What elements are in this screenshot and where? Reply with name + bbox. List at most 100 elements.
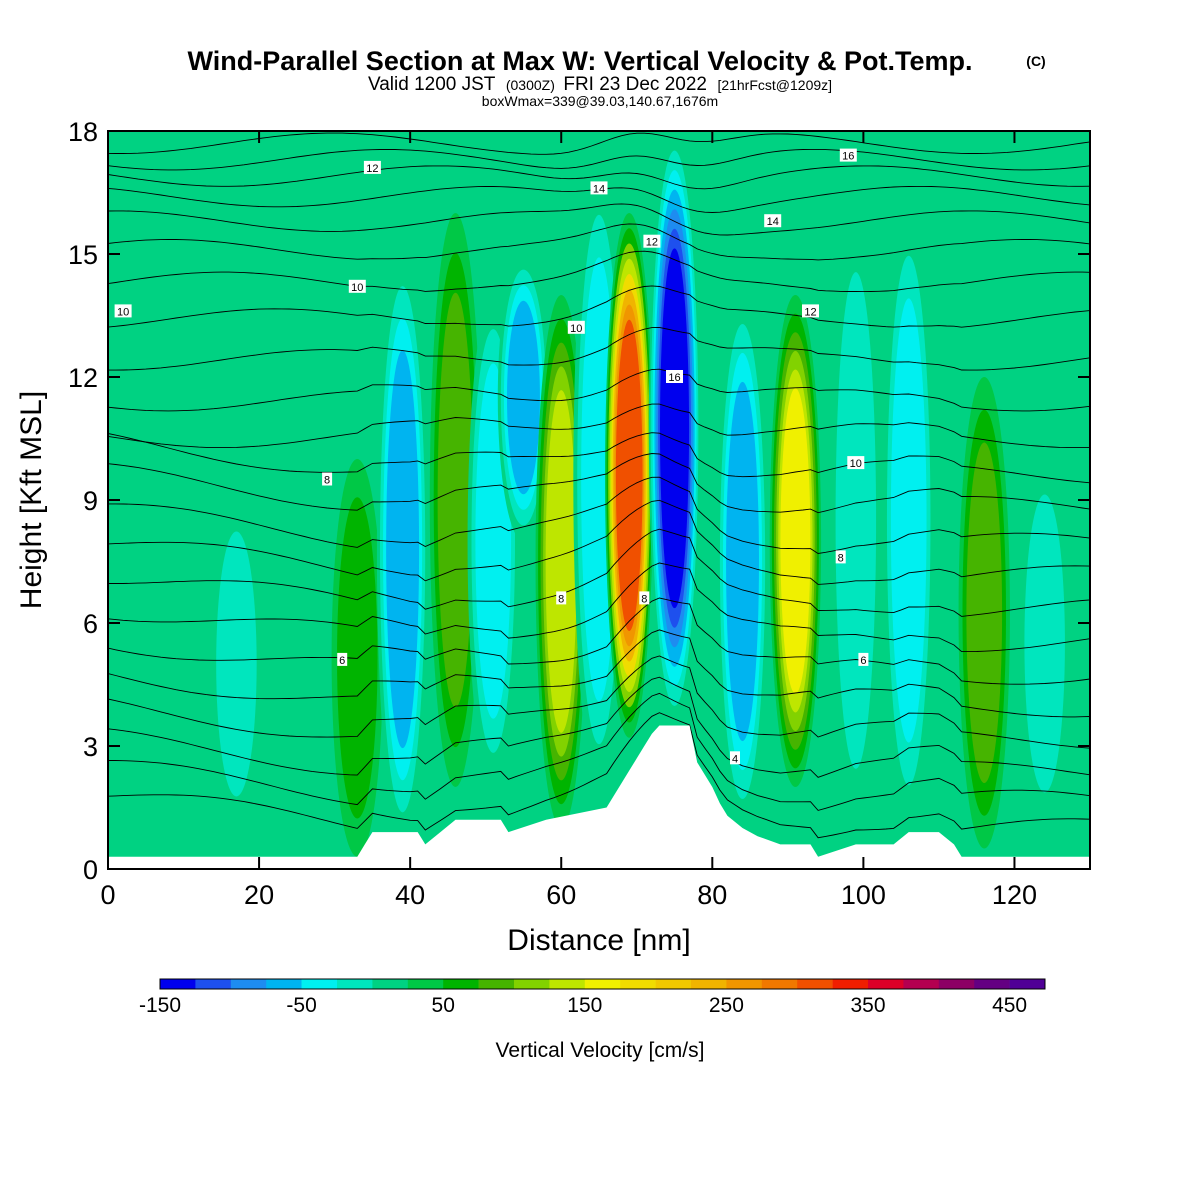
subtitle-part-date: FRI 23 Dec 2022 [563,74,707,95]
colorbar-swatch [974,979,1010,989]
colorbar-tick-label: 250 [709,994,744,1017]
y-tick-label: 0 [83,855,98,885]
velocity-column [769,295,822,787]
y-tick-label: 6 [83,609,98,639]
x-axis-label: Distance [nm] [507,924,690,957]
velocity-cell [437,292,474,708]
colorbar-swatch [160,979,196,989]
theta-contour-line [108,629,1090,718]
velocity-cell [835,272,877,769]
theta-contour-label: 12 [643,234,661,249]
theta-contour-label: 14 [764,214,782,228]
theta-contour-line [108,368,1090,412]
velocity-cell [615,319,643,632]
velocity-cell [286,459,338,828]
velocity-cell [216,531,257,797]
colorbar-tick-label: 450 [992,994,1027,1017]
svg-text:8: 8 [641,593,647,605]
colorbar-swatch [372,979,409,989]
colorbar-swatch [903,979,940,989]
theta-contour-label: 8 [322,472,333,487]
svg-text:10: 10 [850,458,862,470]
theta-contour-line [108,165,1090,190]
colorbar-swatch [195,979,232,989]
y-tick-label: 12 [68,363,98,393]
colorbar-swatch [797,979,833,989]
colorbar-swatch [1009,979,1046,989]
theta-contour-label: 10 [847,456,865,470]
svg-text:12: 12 [646,237,658,249]
colorbar-swatch [761,979,798,989]
theta-contour-labels: 4 6 6 8 8 8 8 10 10 10 10 12 12 12 14 14 16 16 [114,148,869,765]
velocity-column [830,213,882,828]
subtitle-part-valid: Valid 1200 JST [368,74,496,95]
colorbar-swatch [230,979,267,989]
theta-contour-line [108,432,1090,484]
velocity-column [716,295,769,828]
theta-contour-line [108,453,1090,514]
theta-contour-label: 10 [348,279,366,294]
theta-contour-label: 8 [835,550,846,564]
theta-contour-label: 16 [666,370,683,384]
theta-contour-label: 6 [858,652,869,667]
theta-contour-line [108,132,1090,155]
theta-contour-line [108,223,1090,261]
velocity-column [286,459,338,828]
velocity-cell [386,350,420,749]
svg-text:4: 4 [732,753,738,765]
chart-title: Wind-Parallel Section at Max W: Vertical… [188,46,973,76]
velocity-cell [1024,494,1065,793]
chart-subtitle-2: boxWmax=339@39.03,140.67,1676m [482,93,718,109]
theta-contours [108,132,1090,839]
velocity-column [883,213,935,828]
svg-text:10: 10 [570,323,582,335]
theta-contour-line [108,528,1090,617]
colorbar-swatch [584,979,621,989]
svg-text:16: 16 [842,151,854,163]
colorbar: -150 -50 50 150 250 350 450 [139,978,1046,1017]
theta-contour-label: 10 [567,320,585,335]
svg-text:10: 10 [351,282,363,294]
colorbar-swatch [301,979,338,989]
theta-contour-line [108,712,1090,839]
theta-contour-line [108,476,1090,554]
colorbar-tick-label: 150 [567,994,602,1017]
svg-text:8: 8 [838,552,844,564]
theta-contour-label: 6 [337,652,348,667]
svg-text:6: 6 [860,655,866,667]
theta-contour-line [108,562,1090,653]
colorbar-swatch [443,979,479,989]
colorbar-swatch [266,979,302,989]
colorbar-swatch [337,979,373,989]
colorbar-swatch [407,979,444,989]
svg-text:8: 8 [558,593,564,605]
velocity-column [1018,459,1071,828]
colorbar-swatch [938,979,975,989]
colorbar-tick-label: -150 [139,994,181,1017]
theta-contour-line [108,148,1090,171]
colorbar-swatch [620,979,656,989]
svg-text:8: 8 [324,475,330,487]
velocity-cell [890,298,927,743]
y-tick-label: 15 [68,240,98,270]
chart-subtitle: Valid 1200 JST (0300Z) FRI 23 Dec 2022 [… [368,74,832,95]
x-tick-label: 80 [697,880,727,910]
theta-contour-label: 8 [639,591,650,605]
x-tick-label: 40 [395,880,425,910]
theta-contour-line [108,403,1090,449]
x-tick-label: 60 [546,880,576,910]
y-tick-label: 18 [68,117,98,147]
velocity-cell [545,390,577,733]
theta-contour-label: 16 [839,148,857,163]
svg-text:14: 14 [767,216,779,228]
colorbar-swatch [478,979,515,989]
colorbar-swatch [868,979,904,989]
theta-contour-line [108,326,1090,371]
velocity-cell [660,248,690,609]
colorbar-tick-label: 50 [432,994,455,1017]
theta-contour-line [108,655,1090,749]
svg-text:14: 14 [593,183,605,195]
velocity-cell [726,381,759,742]
colorbar-swatch [514,979,550,989]
colorbar-swatch [832,979,869,989]
